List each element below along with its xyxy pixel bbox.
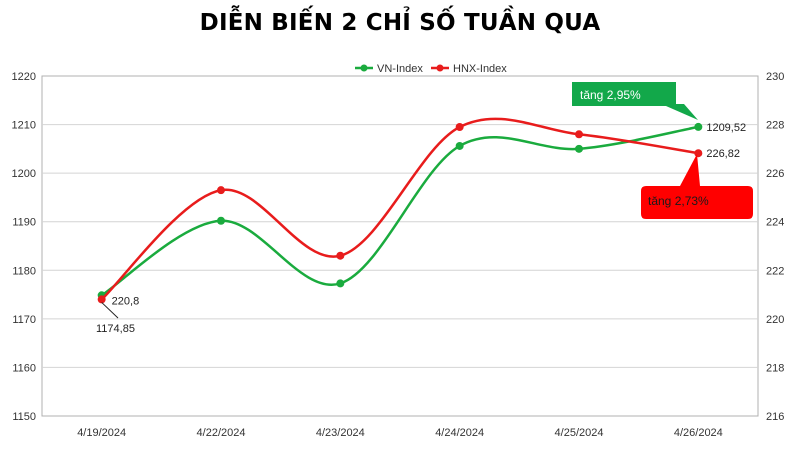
x-tick-label: 4/24/2024 xyxy=(435,427,484,439)
annotations: 220,8 1174,85 1209,52 226,82 tăng 2,95% tăng … xyxy=(96,82,753,335)
y-left-tick-label: 1160 xyxy=(12,362,36,374)
legend: VN-Index HNX-Index xyxy=(355,63,507,75)
y-right-tick-label: 222 xyxy=(766,265,784,277)
data-point-hnx-index xyxy=(455,123,464,131)
series-hnx-index xyxy=(97,117,703,304)
data-label-hnx-start: 220,8 xyxy=(112,295,140,307)
y-left-tick-label: 1220 xyxy=(12,71,36,83)
y-right-tick-label: 224 xyxy=(766,217,784,229)
y-axis-left: 1150 1160 1170 1180 1190 1200 1210 1220 xyxy=(12,71,36,423)
y-left-tick-label: 1170 xyxy=(12,314,36,326)
legend-label: VN-Index xyxy=(377,63,423,75)
y-left-tick-label: 1190 xyxy=(12,217,36,229)
x-tick-label: 4/19/2024 xyxy=(77,427,126,439)
y-right-tick-label: 226 xyxy=(766,168,784,180)
data-point-vn-index xyxy=(217,216,225,225)
series-line-vn-index xyxy=(101,125,699,297)
callout-text-hnx: tăng 2,73% xyxy=(648,194,709,208)
legend-marker xyxy=(360,64,368,72)
data-point-hnx-index xyxy=(575,130,583,139)
y-right-tick-label: 220 xyxy=(766,314,784,326)
data-point-hnx-index xyxy=(217,186,225,195)
callout-text-vn: tăng 2,95% xyxy=(580,88,641,102)
x-axis: 4/19/2024 4/22/2024 4/23/2024 4/24/2024 4/25… xyxy=(77,427,723,439)
callout-box-hnx xyxy=(641,154,753,219)
data-label-hnx-end: 226,82 xyxy=(706,148,740,160)
gridlines xyxy=(42,124,758,368)
data-point-vn-index xyxy=(575,144,583,153)
y-axis-right: 216 218 220 222 224 226 228 230 xyxy=(766,71,784,423)
data-label-vn-start: 1174,85 xyxy=(96,323,135,335)
data-label-vn-end: 1209,52 xyxy=(706,122,746,134)
y-left-tick-label: 1210 xyxy=(12,120,36,132)
x-tick-label: 4/22/2024 xyxy=(197,427,246,439)
legend-item-vn-index: VN-Index xyxy=(355,63,423,75)
x-tick-label: 4/23/2024 xyxy=(316,427,365,439)
series-vn-index xyxy=(97,122,703,300)
leader-line xyxy=(101,302,119,319)
y-right-tick-label: 218 xyxy=(766,362,784,374)
y-left-tick-label: 1180 xyxy=(12,265,36,277)
chart-title: DIỄN BIẾN 2 CHỈ SỐ TUẦN QUA xyxy=(199,10,601,36)
data-point-vn-index xyxy=(336,279,345,288)
data-point-vn-index xyxy=(694,122,703,131)
callout-box-vn xyxy=(572,82,698,120)
y-right-tick-label: 230 xyxy=(766,71,784,83)
plot-area xyxy=(41,75,759,417)
data-point-hnx-index xyxy=(97,295,106,304)
callout-hnx: tăng 2,73% xyxy=(641,154,753,219)
y-left-tick-label: 1150 xyxy=(12,411,36,423)
legend-label: HNX-Index xyxy=(453,63,507,75)
callout-vn: tăng 2,95% xyxy=(572,82,698,120)
legend-item-hnx-index: HNX-Index xyxy=(431,63,507,75)
x-tick-label: 4/25/2024 xyxy=(555,427,604,439)
x-tick-label: 4/26/2024 xyxy=(674,427,723,439)
legend-marker xyxy=(436,64,444,72)
y-left-tick-label: 1200 xyxy=(12,168,36,180)
y-right-tick-label: 216 xyxy=(766,411,784,423)
data-point-hnx-index xyxy=(336,251,345,260)
series-layer xyxy=(97,117,703,304)
data-point-hnx-index xyxy=(694,149,703,158)
data-point-vn-index xyxy=(455,141,464,150)
y-right-tick-label: 228 xyxy=(766,120,784,132)
